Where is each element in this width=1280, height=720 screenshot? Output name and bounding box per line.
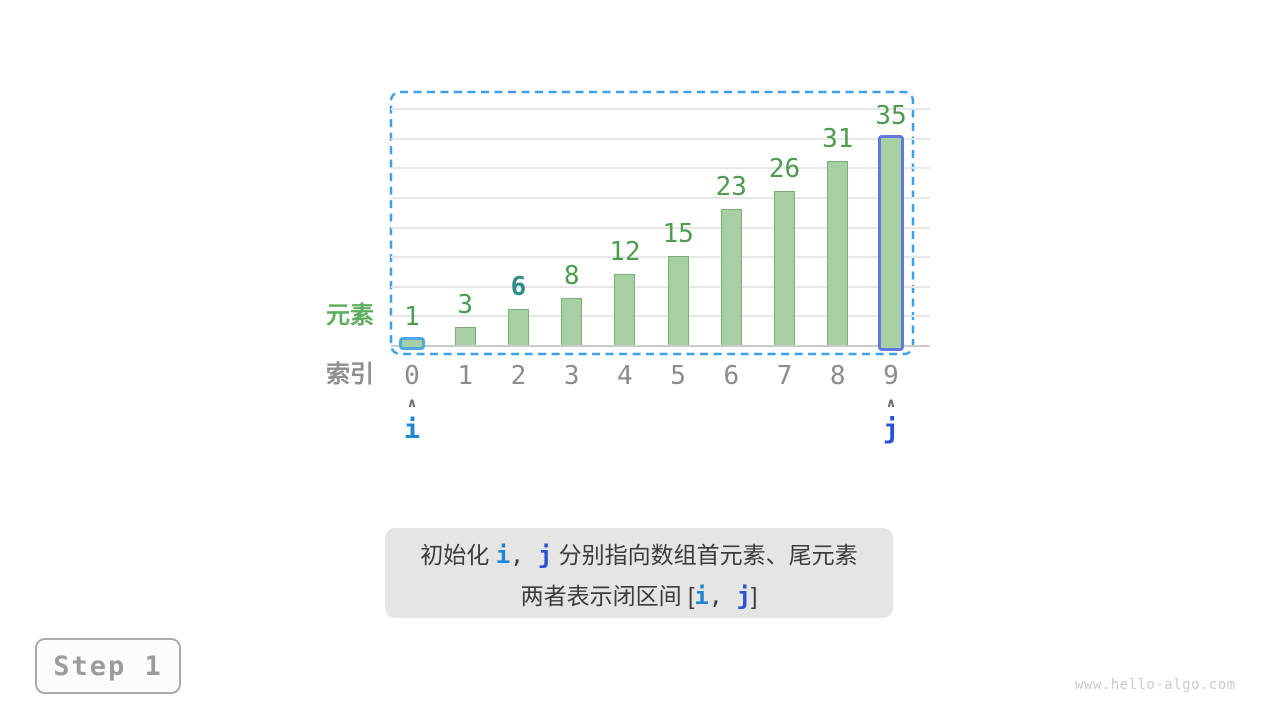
value-label-1: 1 [404,302,420,333]
caption-separator: , [708,583,737,610]
value-label-6: 6 [510,272,527,303]
value-label-3: 3 [457,290,474,321]
index-label-6: 6 [723,361,740,391]
value-label-15: 15 [662,219,694,250]
value-label-26: 26 [768,153,801,184]
bar-index-4 [614,273,636,345]
value-label-8: 8 [563,260,580,291]
step-button[interactable]: Step 1 [35,638,181,694]
gridline [391,315,930,318]
gridline [391,285,930,288]
caption-separator: , [510,542,538,569]
bar-index-2 [507,309,529,345]
index-label-1: 1 [457,361,474,391]
caption-line-1: 初始化 i, j 分别指向数组首元素、尾元素 [420,536,857,570]
gridline [391,196,930,199]
gridline [391,137,930,140]
value-label-12: 12 [609,236,641,267]
bar-index-9 [877,135,904,351]
value-label-35: 35 [875,100,907,131]
gridline [391,256,930,259]
index-label-7: 7 [776,361,793,391]
caption-text: ] [751,582,758,609]
bar-index-8 [827,161,849,345]
index-row-label: 索引 [326,361,374,388]
search-range-outline [389,90,915,356]
caption-text: 分别指向数组首元素、尾元素 [552,541,858,568]
bar-index-0 [399,336,425,351]
index-label-4: 4 [617,361,633,391]
gridline [391,226,930,229]
pointer-label-i: i [403,414,421,445]
bar-index-1 [454,327,476,345]
caption-pointer-i: i [694,581,709,610]
caption-text: 两者表示闭区间 [ [520,582,695,609]
caption-pointer-j: j [736,581,751,610]
index-label-5: 5 [670,361,686,391]
gridline [391,108,930,110]
pointer-caret-j: ∧ [885,396,897,411]
index-label-2: 2 [510,361,527,391]
watermark: www.hello-algo.com [1075,677,1236,693]
index-label-0: 0 [404,361,420,391]
bar-index-7 [774,190,796,345]
bar-index-3 [561,297,583,345]
index-label-9: 9 [883,361,899,391]
value-label-31: 31 [822,124,854,155]
x-axis-baseline [391,345,930,347]
bar-index-5 [667,256,689,345]
caption-text: 初始化 [420,541,496,568]
element-row-label: 元素 [326,302,374,329]
caption-pointer-i: i [495,540,511,569]
pointer-caret-i: ∧ [406,396,418,411]
index-label-8: 8 [829,361,846,391]
index-label-3: 3 [563,361,580,391]
pointer-label-j: j [882,414,900,445]
step-label: Step 1 [53,650,163,682]
caption-pointer-j: j [537,540,553,569]
caption-box: 初始化 i, j 分别指向数组首元素、尾元素 两者表示闭区间 [i, j] [385,528,893,618]
bar-index-6 [720,208,742,345]
search-range-rect [389,90,915,356]
caption-line-2: 两者表示闭区间 [i, j] [521,577,758,611]
gridline [391,167,930,170]
value-label-23: 23 [715,171,747,202]
